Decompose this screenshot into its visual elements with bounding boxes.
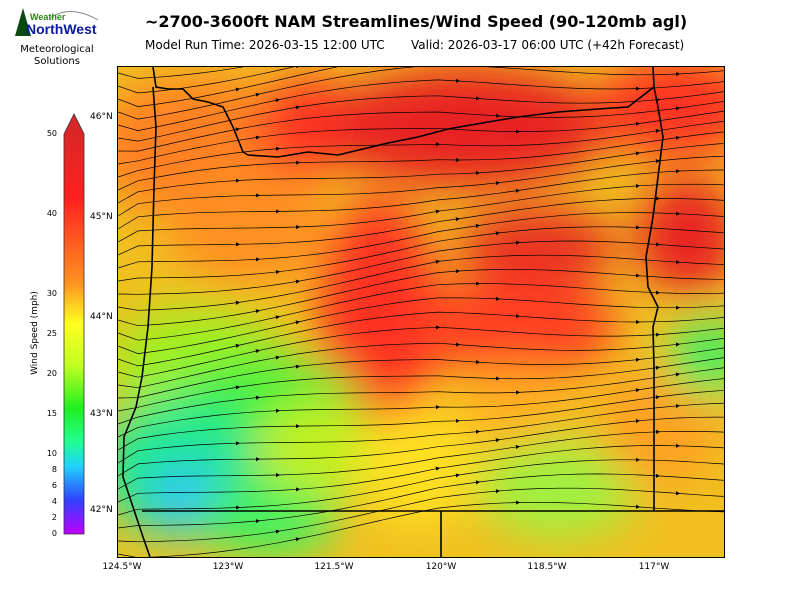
wind-speed-region [598, 367, 718, 487]
colorbar-tick: 30 [46, 289, 57, 298]
streamline [118, 120, 724, 178]
streamline [118, 402, 724, 464]
logo-subtitle: Meteorological Solutions [14, 44, 100, 68]
streamline [118, 445, 724, 503]
streamline [118, 67, 295, 94]
wind-speed-map[interactable] [117, 66, 725, 558]
chart-title: ~2700-3600ft NAM Streamlines/Wind Speed … [145, 12, 688, 31]
colorbar-tick: 4 [51, 497, 57, 506]
streamline [118, 459, 724, 516]
colorbar-tick: 20 [46, 369, 57, 378]
colorbar-tick: 40 [46, 209, 57, 218]
colorbar-tick: 8 [51, 465, 57, 474]
streamline [118, 110, 724, 165]
wind-speed-region [598, 67, 724, 157]
colorbar [60, 112, 90, 538]
latitude-label: 46°N [90, 112, 113, 122]
wind-speed-region [258, 397, 378, 497]
weather-northwest-logo: Weather NorthWest [10, 6, 105, 40]
streamline [118, 101, 724, 152]
streamline [118, 67, 339, 107]
longitude-label: 117°W [638, 562, 670, 572]
colorbar-tick: 2 [51, 513, 57, 522]
streamline [118, 155, 724, 217]
wind-speed-region [358, 407, 478, 527]
longitude-label: 118.5°W [527, 562, 567, 572]
model-run-time: Model Run Time: 2026-03-15 12:00 UTC [145, 38, 385, 52]
streamline [118, 131, 724, 191]
streamline [118, 67, 245, 79]
map-canvas [118, 67, 724, 557]
logo-weather: Weather [30, 12, 66, 22]
logo-northwest: NorthWest [26, 21, 97, 37]
streamline [118, 390, 724, 451]
streamline [118, 501, 724, 557]
streamline [118, 297, 724, 354]
latitude-label: 42°N [90, 505, 113, 515]
streamline [118, 240, 724, 295]
longitude-label: 124.5°W [102, 562, 142, 572]
colorbar-tick: 6 [51, 481, 57, 490]
longitude-label: 121.5°W [314, 562, 354, 572]
wind-speed-region [638, 177, 724, 297]
colorbar-gradient [63, 113, 85, 535]
longitude-label: 120°W [425, 562, 457, 572]
streamline [118, 169, 724, 230]
colorbar-tick: 25 [46, 329, 57, 338]
streamline [118, 283, 724, 341]
latitude-label: 44°N [90, 312, 113, 322]
wind-speed-region [458, 207, 618, 287]
streamline [118, 416, 724, 477]
streamline [118, 254, 724, 311]
streamline [118, 183, 724, 243]
state-boundaries [122, 67, 724, 557]
streamline [118, 198, 724, 256]
streamline [118, 487, 724, 543]
streamline [118, 143, 724, 204]
logo-subtitle-2: Solutions [34, 56, 80, 67]
streamline [118, 226, 724, 282]
valid-time: Valid: 2026-03-17 06:00 UTC (+42h Foreca… [411, 38, 685, 52]
streamline [118, 337, 724, 389]
streamline [118, 67, 724, 120]
streamline [118, 357, 724, 412]
wind-speed-region [458, 367, 578, 447]
streamline [118, 367, 724, 425]
colorbar-tick: 10 [46, 449, 57, 458]
latitude-label: 43°N [90, 409, 113, 419]
colorbar-tick: 15 [46, 409, 57, 418]
streamline [118, 473, 724, 529]
streamline [118, 347, 724, 399]
streamline [118, 79, 724, 131]
wind-speed-region [668, 317, 724, 397]
logo-subtitle-1: Meteorological [20, 44, 94, 55]
colorbar-label: Wind Speed (mph) [30, 291, 40, 375]
streamline [118, 269, 724, 327]
streamline [118, 378, 724, 438]
latitude-label: 45°N [90, 212, 113, 222]
streamline [118, 431, 724, 490]
streamline [118, 311, 724, 367]
tree-mountain-icon: Weather NorthWest [15, 8, 99, 37]
streamline [118, 326, 724, 378]
wind-speed-region [418, 277, 618, 377]
longitude-label: 123°W [212, 562, 244, 572]
colorbar-tick: 0 [51, 529, 57, 538]
streamline [118, 212, 724, 269]
colorbar-tick: 50 [46, 129, 57, 138]
wind-speed-region [478, 437, 638, 537]
